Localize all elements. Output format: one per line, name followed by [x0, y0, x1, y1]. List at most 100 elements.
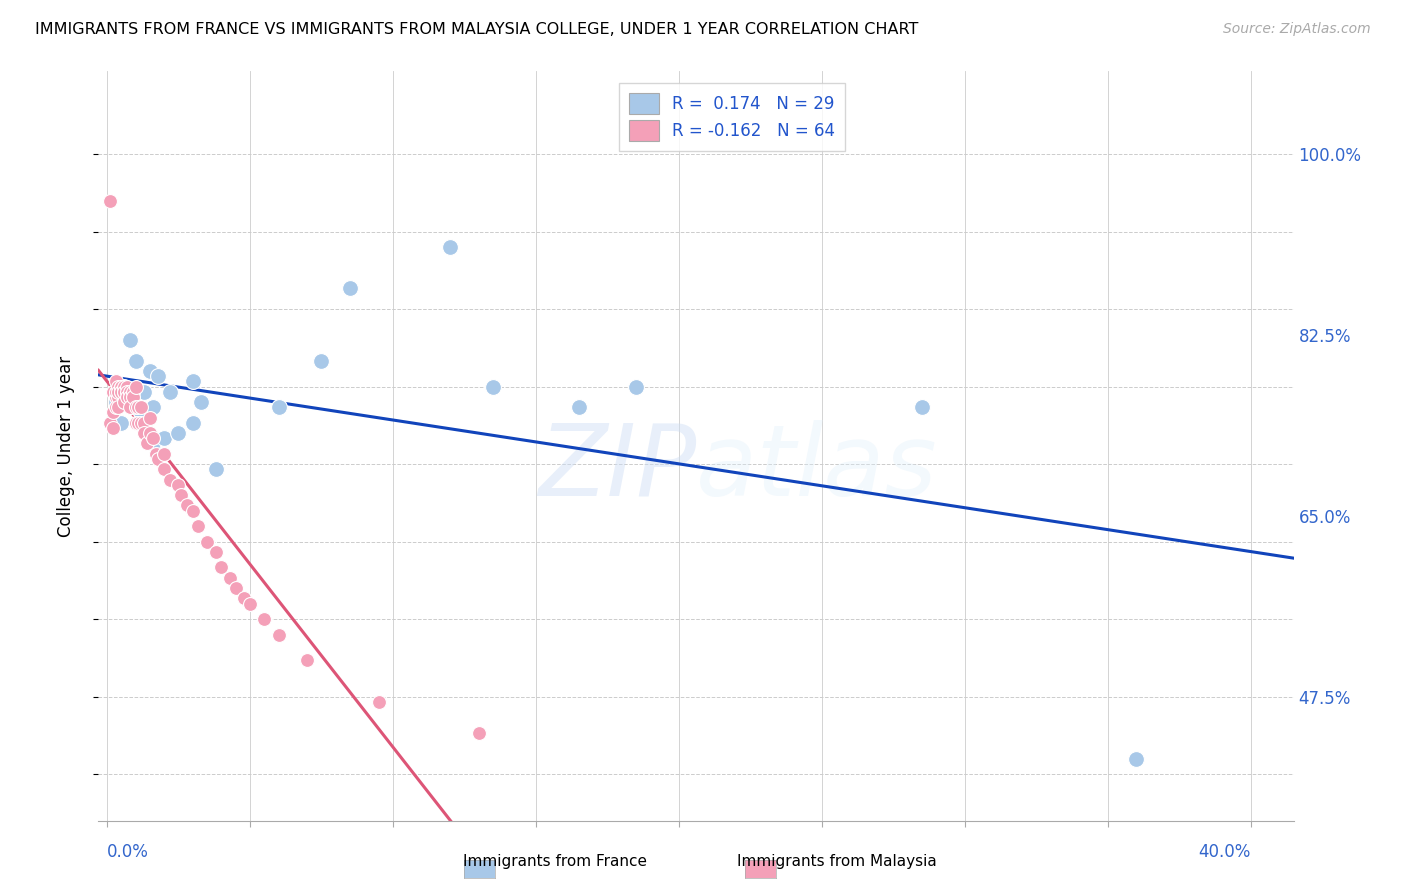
Point — [311, 353, 333, 368]
Point — [159, 384, 181, 399]
Point — [110, 416, 132, 430]
Point — [145, 447, 167, 461]
Point — [118, 390, 141, 404]
Point — [225, 581, 247, 595]
Point — [107, 379, 129, 393]
Point — [118, 401, 141, 415]
Point — [124, 416, 146, 430]
Point — [176, 499, 198, 513]
Point — [181, 416, 204, 430]
Point — [101, 405, 124, 419]
Point — [118, 333, 141, 347]
Point — [181, 375, 204, 389]
Point — [104, 375, 127, 389]
Text: atlas: atlas — [696, 420, 938, 517]
Point — [124, 401, 146, 415]
Text: Immigrants from Malaysia: Immigrants from Malaysia — [737, 854, 936, 869]
Point — [167, 426, 190, 441]
Point — [112, 384, 135, 399]
Point — [568, 401, 591, 415]
Text: 0.0%: 0.0% — [107, 843, 149, 862]
Point — [127, 416, 149, 430]
Point — [104, 395, 127, 409]
Text: Immigrants from France: Immigrants from France — [464, 854, 647, 869]
Point — [104, 390, 127, 404]
Point — [115, 384, 138, 399]
Point — [204, 545, 226, 559]
Point — [170, 488, 193, 502]
Point — [110, 384, 132, 399]
Point — [482, 379, 505, 393]
Point — [131, 401, 153, 415]
Point — [153, 431, 176, 445]
Point — [239, 597, 262, 611]
Point — [253, 612, 276, 626]
Point — [134, 416, 156, 430]
Point — [101, 421, 124, 435]
Point — [339, 281, 361, 295]
Point — [139, 410, 162, 425]
Point — [467, 726, 489, 740]
Point — [153, 462, 176, 476]
Point — [98, 416, 121, 430]
Point — [233, 591, 256, 606]
Point — [181, 503, 204, 517]
Point — [98, 194, 121, 208]
Point — [187, 519, 209, 533]
Point — [115, 379, 138, 393]
Point — [127, 401, 149, 415]
Point — [118, 384, 141, 399]
Point — [134, 384, 156, 399]
Point — [142, 436, 165, 450]
Point — [112, 379, 135, 393]
Y-axis label: College, Under 1 year: College, Under 1 year — [56, 355, 75, 537]
Point — [104, 384, 127, 399]
Point — [110, 379, 132, 393]
Point — [167, 477, 190, 491]
Point — [104, 401, 127, 415]
Point — [121, 384, 143, 399]
Point — [148, 451, 170, 466]
Point — [195, 534, 218, 549]
Point — [121, 384, 143, 399]
Point — [131, 416, 153, 430]
Point — [139, 426, 162, 441]
Point — [624, 379, 647, 393]
Point — [204, 462, 226, 476]
Point — [107, 390, 129, 404]
Point — [112, 379, 135, 393]
Point — [107, 401, 129, 415]
Point — [148, 369, 170, 384]
Point — [110, 379, 132, 393]
Point — [159, 473, 181, 487]
Point — [911, 401, 934, 415]
Point — [142, 431, 165, 445]
Point — [439, 240, 461, 254]
Point — [115, 390, 138, 404]
Point — [219, 571, 242, 585]
Point — [124, 353, 146, 368]
Point — [121, 390, 143, 404]
Point — [295, 653, 318, 667]
Point — [134, 426, 156, 441]
Point — [1125, 751, 1147, 765]
Point — [142, 401, 165, 415]
Legend: R =  0.174   N = 29, R = -0.162   N = 64: R = 0.174 N = 29, R = -0.162 N = 64 — [619, 84, 845, 151]
Point — [112, 395, 135, 409]
Point — [139, 364, 162, 378]
Point — [267, 627, 290, 641]
Point — [112, 384, 135, 399]
Point — [124, 401, 146, 415]
Point — [153, 447, 176, 461]
Point — [101, 384, 124, 399]
Point — [124, 379, 146, 393]
Point — [131, 405, 153, 419]
Point — [136, 436, 159, 450]
Text: ZIP: ZIP — [537, 420, 696, 517]
Point — [367, 695, 389, 709]
Point — [209, 560, 232, 574]
Point — [267, 401, 290, 415]
Point — [110, 384, 132, 399]
Point — [190, 395, 212, 409]
Text: Source: ZipAtlas.com: Source: ZipAtlas.com — [1223, 22, 1371, 37]
